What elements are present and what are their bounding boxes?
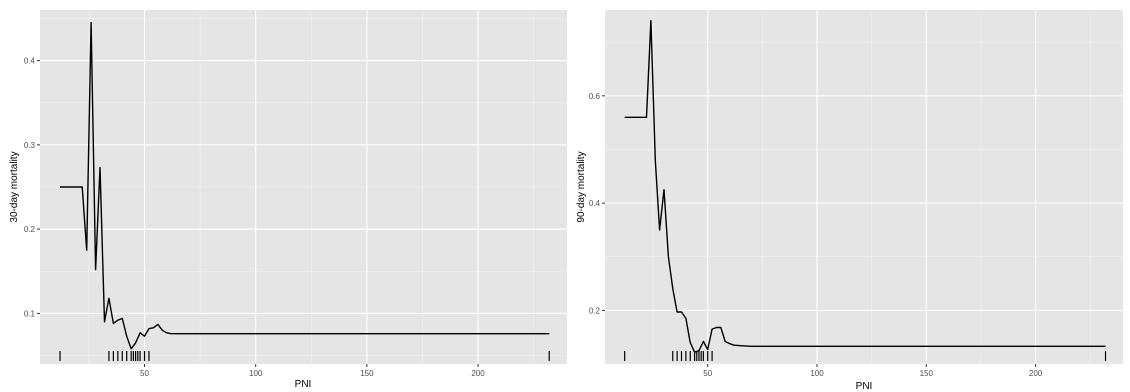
x-tick-label: 50 [140, 369, 149, 378]
y-tick-label: 0.2 [24, 225, 36, 234]
x-axis-title: PNI [295, 379, 312, 390]
series-line [624, 20, 1106, 353]
x-axis: 50 100 150 200 [703, 364, 1043, 378]
rug [624, 351, 1107, 361]
x-tick-label: 100 [810, 369, 824, 378]
y-axis: 0.2 0.4 0.6 [589, 92, 605, 315]
x-tick-label: 150 [920, 369, 934, 378]
mortality-90-day-panel: 50 100 150 200 0.2 0.4 0.6 PNI 90-day mortali… [576, 10, 1123, 392]
y-axis-title: 30-day mortality [9, 151, 20, 222]
y-axis: 0.1 0.2 0.3 0.4 [24, 57, 40, 318]
y-tick-label: 0.4 [589, 199, 601, 208]
x-axis: 50 100 150 200 [140, 364, 485, 378]
y-tick-label: 0.4 [24, 57, 36, 66]
x-tick-label: 100 [249, 369, 263, 378]
x-tick-label: 200 [471, 369, 485, 378]
x-tick-label: 50 [703, 369, 712, 378]
grid [605, 10, 1123, 365]
x-tick-label: 150 [360, 369, 374, 378]
rug [59, 351, 550, 361]
plot-background [605, 10, 1123, 364]
y-tick-label: 0.3 [24, 141, 36, 150]
mortality-30-day-panel: 50 100 150 200 0.1 0.2 0.3 0.4 PNI 30-day mort… [9, 10, 567, 390]
x-axis-title: PNI [856, 381, 873, 392]
y-axis-title: 90-day mortality [576, 151, 587, 222]
series-line [60, 21, 550, 350]
x-tick-label: 200 [1029, 369, 1043, 378]
y-tick-label: 0.2 [589, 306, 601, 315]
y-tick-label: 0.1 [24, 309, 36, 318]
grid [40, 10, 567, 364]
y-tick-label: 0.6 [589, 92, 601, 101]
